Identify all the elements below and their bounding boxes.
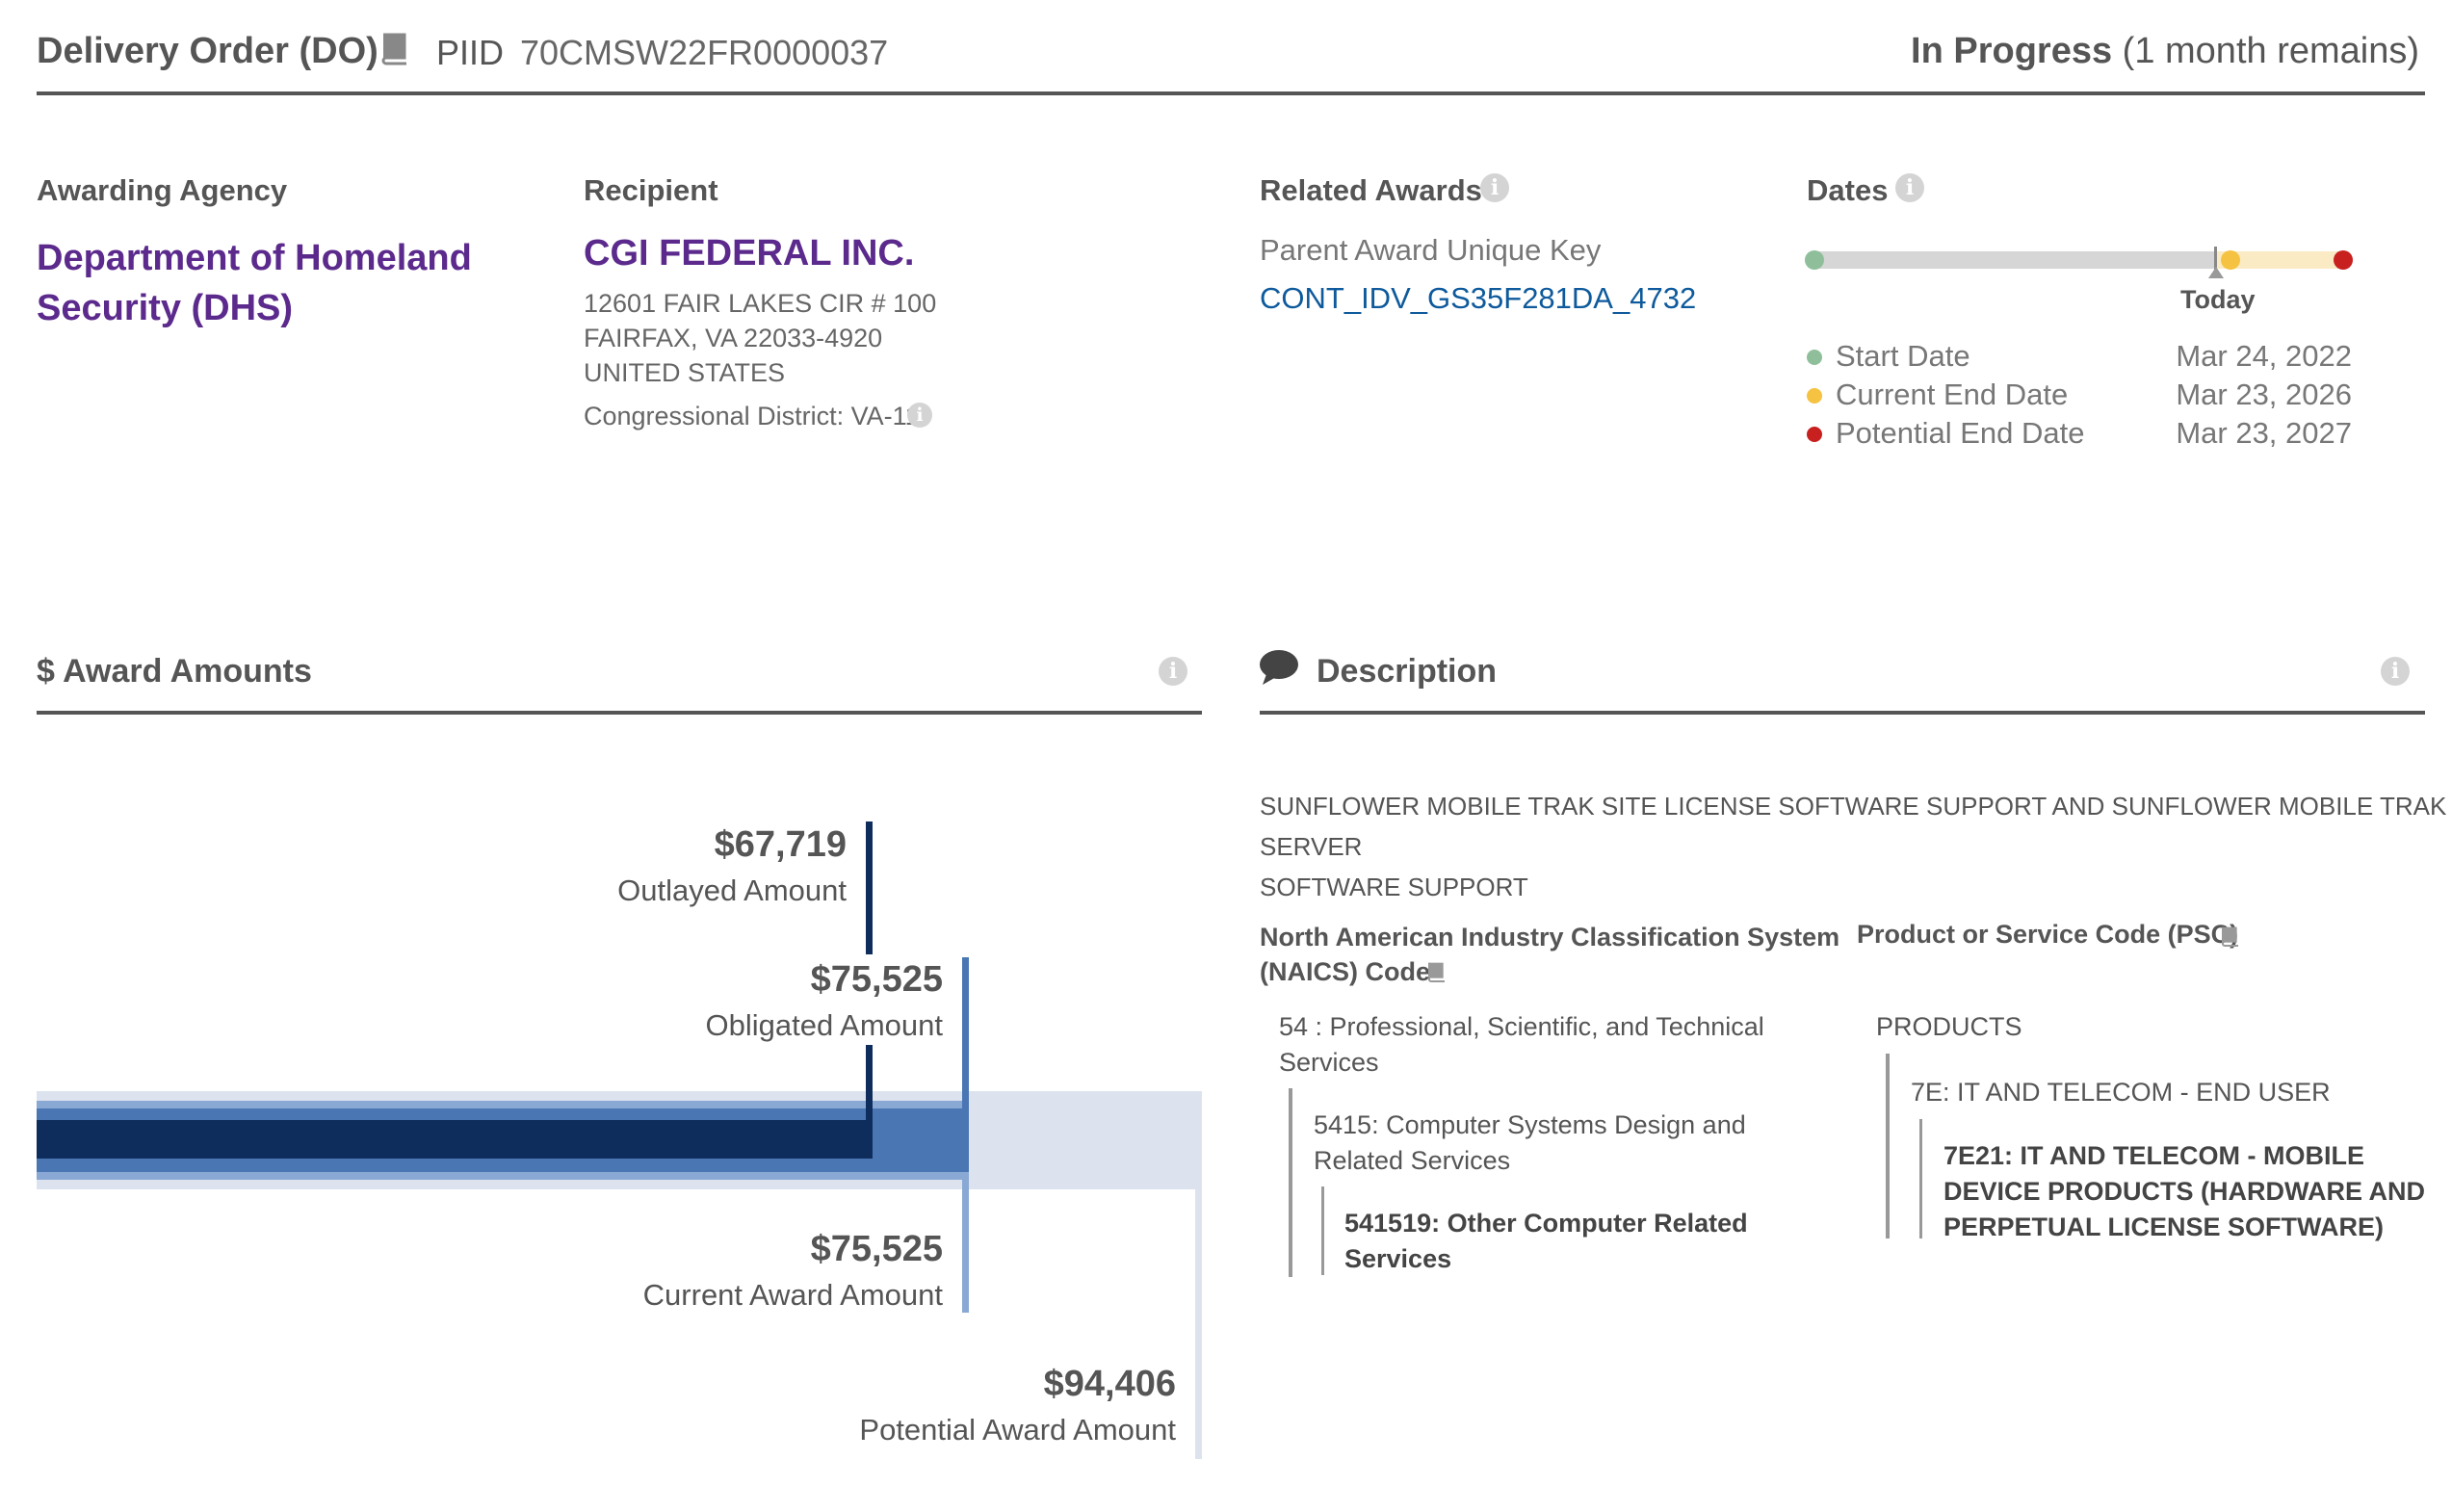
psc-level2: 7E: IT AND TELECOM - END USER bbox=[1911, 1078, 2331, 1107]
psc-label: Product or Service Code (PSC) bbox=[1857, 920, 2239, 949]
current-award-label: Current Award Amount bbox=[642, 1278, 943, 1312]
glossary-book-icon[interactable] bbox=[378, 31, 412, 65]
agency-name-line2: Security (DHS) bbox=[37, 288, 294, 328]
current-end-marker bbox=[2221, 250, 2240, 270]
awarding-agency-link[interactable]: Department of Homeland Security (DHS) bbox=[37, 233, 472, 333]
header-divider bbox=[37, 91, 2425, 95]
award-amounts-info-icon[interactable]: i bbox=[1159, 657, 1187, 686]
parent-award-key-link[interactable]: CONT_IDV_GS35F281DA_4732 bbox=[1260, 281, 1697, 315]
award-type-title: Delivery Order (DO) bbox=[37, 31, 378, 71]
start-date-marker bbox=[1805, 250, 1824, 270]
today-marker-line bbox=[2214, 247, 2217, 274]
related-awards-info-icon[interactable]: i bbox=[1480, 173, 1509, 202]
piid-label: PIID bbox=[436, 33, 505, 72]
naics-label: North American Industry Classification S… bbox=[1260, 920, 1839, 989]
naics-level1-line1: 54 : Professional, Scientific, and Techn… bbox=[1279, 1012, 1764, 1041]
description-info-icon[interactable]: i bbox=[2381, 657, 2410, 686]
address-line1: 12601 FAIR LAKES CIR # 100 bbox=[584, 289, 937, 318]
potential-award-label: Potential Award Amount bbox=[859, 1413, 1176, 1447]
psc-level3-line3: PERPETUAL LICENSE SOFTWARE) bbox=[1943, 1212, 2385, 1241]
address-line3: UNITED STATES bbox=[584, 358, 786, 387]
psc-level1: PRODUCTS bbox=[1876, 1012, 2022, 1041]
dates-label: Dates bbox=[1807, 173, 1889, 207]
award-amounts-divider bbox=[37, 711, 1202, 715]
description-line2: SOFTWARE SUPPORT bbox=[1260, 873, 1528, 901]
naics-level2-line1: 5415: Computer Systems Design and bbox=[1314, 1110, 1746, 1139]
potential-award-value: $94,406 bbox=[1043, 1364, 1176, 1404]
naics-label-line2: (NAICS) Code bbox=[1260, 957, 1430, 986]
potential-end-date-label: Potential End Date bbox=[1836, 416, 2085, 450]
naics-level2: 5415: Computer Systems Design and Relate… bbox=[1314, 1108, 1746, 1179]
start-date-legend-dot bbox=[1807, 350, 1822, 365]
related-awards-label: Related Awards bbox=[1260, 173, 1482, 207]
start-date-label: Start Date bbox=[1836, 339, 1970, 373]
award-amounts-title: $ Award Amounts bbox=[37, 653, 312, 690]
agency-name-line1: Department of Homeland bbox=[37, 238, 472, 278]
psc-level3: 7E21: IT AND TELECOM - MOBILE DEVICE PRO… bbox=[1943, 1138, 2425, 1245]
naics-level3-line2: Services bbox=[1344, 1244, 1452, 1273]
current-award-value: $75,525 bbox=[810, 1229, 943, 1269]
today-marker-triangle bbox=[2208, 267, 2224, 278]
congressional-district: Congressional District: VA-11 bbox=[584, 402, 920, 430]
current-end-date-label: Current End Date bbox=[1836, 378, 2069, 411]
potential-end-legend-dot bbox=[1807, 427, 1822, 442]
naics-glossary-book-icon[interactable] bbox=[1425, 960, 1448, 983]
psc-level3-line1: 7E21: IT AND TELECOM - MOBILE bbox=[1943, 1141, 2365, 1170]
address-line2: FAIRFAX, VA 22033-4920 bbox=[584, 324, 883, 352]
psc-tree-line-2 bbox=[1919, 1119, 1922, 1238]
psc-glossary-book-icon[interactable] bbox=[2219, 925, 2242, 948]
awarding-agency-label: Awarding Agency bbox=[37, 173, 288, 207]
recipient-name-link[interactable]: CGI FEDERAL INC. bbox=[584, 233, 915, 274]
naics-level2-line2: Related Services bbox=[1314, 1146, 1511, 1175]
parent-award-label: Parent Award Unique Key bbox=[1260, 233, 1602, 267]
award-status: In Progress (1 month remains) bbox=[1911, 31, 2419, 72]
obligated-amount-label: Obligated Amount bbox=[705, 1008, 943, 1042]
current-end-date-value: Mar 23, 2026 bbox=[2176, 378, 2352, 411]
naics-level1: 54 : Professional, Scientific, and Techn… bbox=[1279, 1009, 1764, 1081]
naics-tree-line-2 bbox=[1321, 1186, 1324, 1275]
naics-level3-line1: 541519: Other Computer Related bbox=[1344, 1209, 1748, 1238]
description-title: Description bbox=[1317, 653, 1498, 690]
potential-end-date-value: Mar 23, 2027 bbox=[2176, 416, 2352, 450]
piid-value: 70CMSW22FR0000037 bbox=[520, 33, 889, 72]
potential-award-connector bbox=[1195, 1185, 1202, 1459]
psc-level3-line2: DEVICE PRODUCTS (HARDWARE AND bbox=[1943, 1177, 2426, 1206]
status-detail: (1 month remains) bbox=[2122, 31, 2419, 71]
speech-bubble-icon bbox=[1260, 650, 1298, 685]
naics-label-line1: North American Industry Classification S… bbox=[1260, 923, 1840, 952]
outlayed-amount-connector bbox=[866, 821, 873, 954]
outlayed-amount-value: $67,719 bbox=[714, 824, 847, 865]
description-text: SUNFLOWER MOBILE TRAK SITE LICENSE SOFTW… bbox=[1260, 786, 2452, 907]
obligated-amount-value: $75,525 bbox=[810, 959, 943, 1000]
outlayed-amount-bar[interactable] bbox=[37, 1120, 873, 1159]
potential-end-marker bbox=[2334, 250, 2353, 270]
status-text: In Progress bbox=[1911, 31, 2113, 71]
timeline-remaining-bar bbox=[2215, 251, 2344, 269]
description-divider bbox=[1260, 711, 2425, 715]
current-end-legend-dot bbox=[1807, 388, 1822, 404]
current-award-connector bbox=[962, 1180, 969, 1313]
dates-info-icon[interactable]: i bbox=[1895, 173, 1924, 202]
description-line1: SUNFLOWER MOBILE TRAK SITE LICENSE SOFTW… bbox=[1260, 792, 2447, 861]
naics-tree-line-1 bbox=[1289, 1088, 1292, 1277]
naics-level1-line2: Services bbox=[1279, 1048, 1379, 1077]
today-label: Today bbox=[2180, 285, 2256, 314]
outlayed-amount-label: Outlayed Amount bbox=[617, 873, 847, 907]
timeline-elapsed-bar bbox=[1814, 251, 2215, 269]
outlayed-amount-connector-lower bbox=[866, 1045, 873, 1159]
start-date-value: Mar 24, 2022 bbox=[2176, 339, 2352, 373]
naics-level3: 541519: Other Computer Related Services bbox=[1344, 1206, 1748, 1277]
district-info-icon[interactable]: i bbox=[907, 403, 932, 428]
obligated-amount-connector bbox=[962, 957, 969, 1108]
psc-tree-line-1 bbox=[1886, 1054, 1890, 1238]
recipient-address: 12601 FAIR LAKES CIR # 100 FAIRFAX, VA 2… bbox=[584, 286, 936, 390]
recipient-label: Recipient bbox=[584, 173, 718, 207]
